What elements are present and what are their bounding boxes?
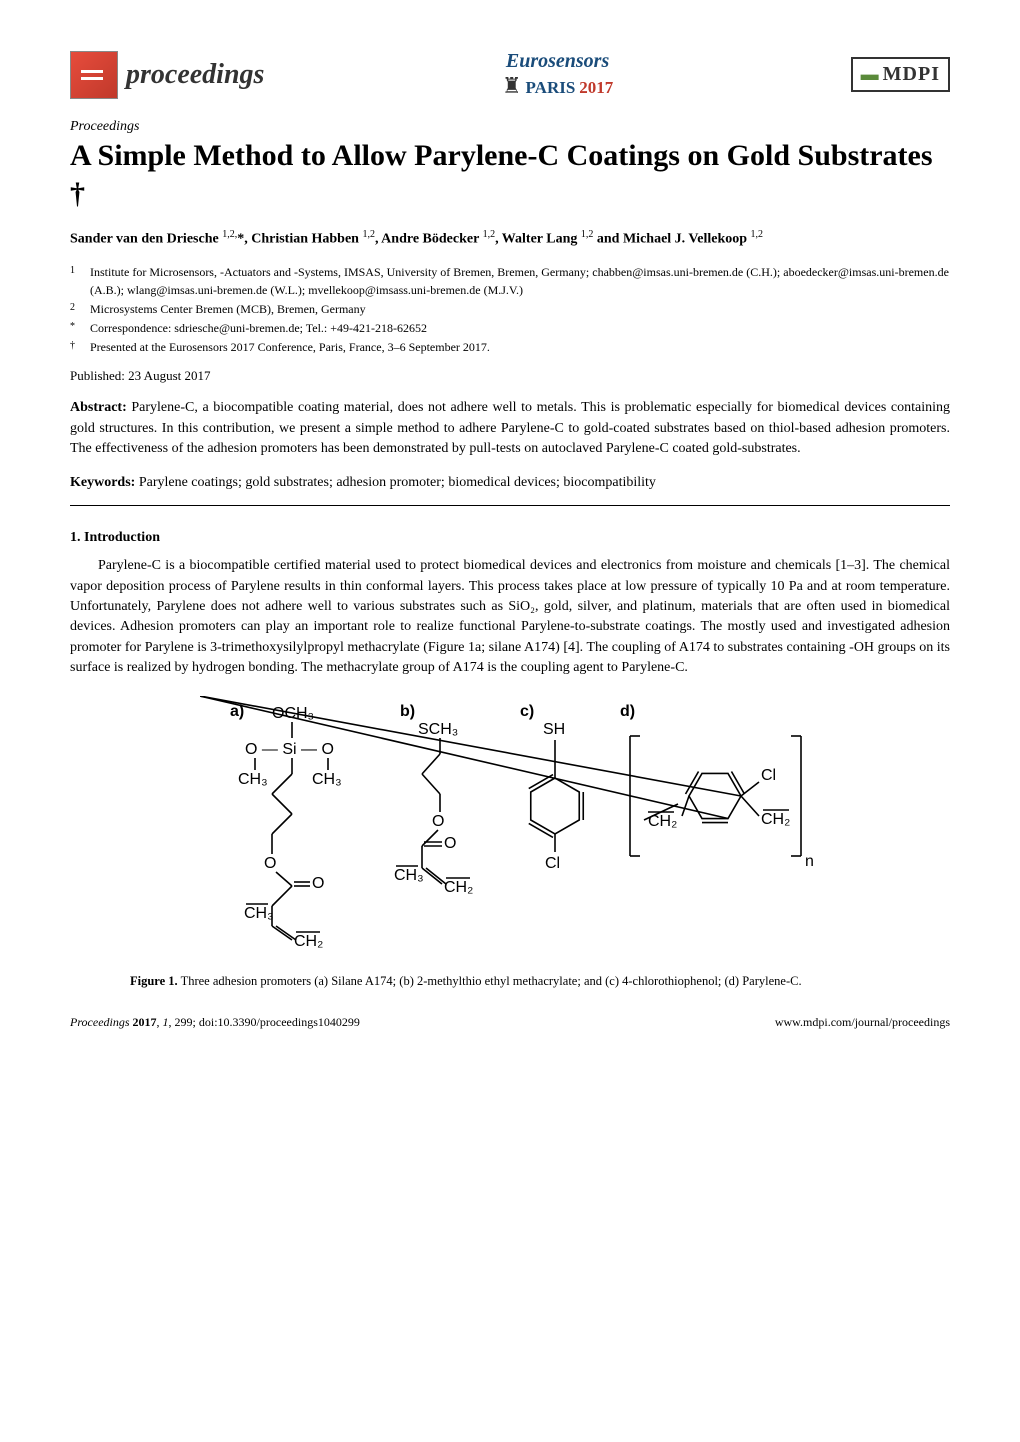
svg-text:CH₂: CH₂ [294, 933, 323, 950]
affiliation-row: †Presented at the Eurosensors 2017 Confe… [70, 338, 950, 356]
keywords-label: Keywords: [70, 475, 135, 490]
svg-text:O: O [264, 855, 276, 872]
header-logos: proceedings Eurosensors ♜ PARIS 2017 ▬ M… [70, 50, 950, 99]
figure-1-svg: a)b)c)d)OCH₃O — Si — OCH₃CH₃OOCH₃CH₂SCH₃… [200, 696, 820, 961]
figure-1-caption-label: Figure 1. [130, 974, 178, 988]
svg-text:CH₃: CH₃ [394, 867, 424, 884]
svg-text:SCH₃: SCH₃ [418, 721, 458, 738]
svg-text:CH₃: CH₃ [244, 905, 274, 922]
svg-text:b): b) [400, 703, 415, 720]
svg-text:c): c) [520, 703, 534, 720]
svg-text:SH: SH [543, 721, 565, 738]
svg-text:n: n [805, 853, 814, 870]
published-date: Published: 23 August 2017 [70, 368, 950, 384]
svg-text:O: O [312, 875, 324, 892]
affiliation-row: 1Institute for Microsensors, -Actuators … [70, 263, 950, 299]
figure-1-caption: Figure 1. Three adhesion promoters (a) S… [130, 973, 890, 991]
chemical-structures-svg: a)b)c)d)OCH₃O — Si — OCH₃CH₃OOCH₃CH₂SCH₃… [200, 696, 820, 956]
proceedings-logo: proceedings [70, 51, 264, 99]
svg-text:O: O [444, 835, 456, 852]
affiliations: 1Institute for Microsensors, -Actuators … [70, 263, 950, 356]
abstract-text: Parylene-C, a biocompatible coating mate… [70, 400, 950, 456]
footer-journal: Proceedings [70, 1015, 130, 1029]
eiffel-icon: ♜ [502, 73, 522, 99]
svg-text:Cl: Cl [545, 855, 560, 872]
eurosensors-subtext: ♜ PARIS 2017 [502, 73, 613, 99]
abstract: Abstract: Parylene-C, a biocompatible co… [70, 398, 950, 459]
svg-text:CH₃: CH₃ [312, 771, 342, 788]
svg-text:CH₂: CH₂ [444, 879, 473, 896]
proceedings-icon [70, 51, 118, 99]
affiliation-row: 2Microsystems Center Bremen (MCB), Breme… [70, 300, 950, 318]
svg-text:O — Si — O: O — Si — O [245, 741, 334, 758]
svg-text:CH₃: CH₃ [238, 771, 268, 788]
footer-right: www.mdpi.com/journal/proceedings [775, 1015, 950, 1030]
eurosensors-logo: Eurosensors ♜ PARIS 2017 [502, 50, 613, 99]
proceedings-logo-text: proceedings [126, 59, 264, 91]
eurosensors-text: Eurosensors [502, 50, 613, 73]
figure-1-caption-text: Three adhesion promoters (a) Silane A174… [178, 974, 802, 988]
mdpi-icon: ▬ [861, 64, 879, 85]
mdpi-logo: ▬ MDPI [851, 57, 950, 92]
footer-left: Proceedings 2017, 1, 299; doi:10.3390/pr… [70, 1015, 360, 1030]
keywords: Keywords: Parylene coatings; gold substr… [70, 473, 950, 493]
svg-text:O: O [432, 813, 444, 830]
affiliation-row: *Correspondence: sdriesche@uni-bremen.de… [70, 319, 950, 337]
svg-text:CH₂: CH₂ [761, 811, 790, 828]
article-title: A Simple Method to Allow Parylene-C Coat… [70, 137, 950, 212]
section-1-heading: 1. Introduction [70, 530, 950, 546]
article-type: Proceedings [70, 119, 950, 135]
divider [70, 505, 950, 506]
paris-text: PARIS [526, 78, 576, 98]
authors: Sander van den Driesche 1,2,*, Christian… [70, 228, 950, 249]
year-text: 2017 [579, 78, 613, 98]
svg-text:d): d) [620, 703, 635, 720]
svg-text:Cl: Cl [761, 767, 776, 784]
footer: Proceedings 2017, 1, 299; doi:10.3390/pr… [70, 1015, 950, 1030]
keywords-text: Parylene coatings; gold substrates; adhe… [135, 475, 656, 490]
abstract-label: Abstract: [70, 400, 127, 415]
mdpi-text: MDPI [883, 63, 940, 86]
section-1-body: Parylene-C is a biocompatible certified … [70, 556, 950, 678]
figure-1: a)b)c)d)OCH₃O — Si — OCH₃CH₃OOCH₃CH₂SCH₃… [70, 696, 950, 961]
